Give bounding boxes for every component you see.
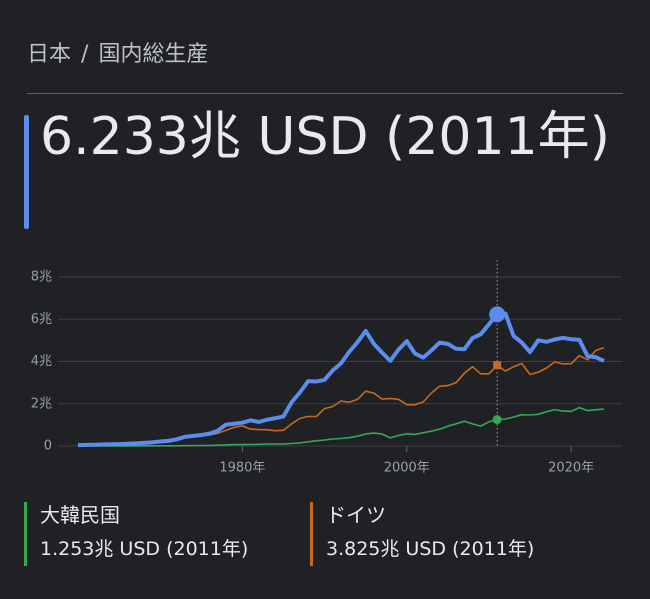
breadcrumb-country[interactable]: 日本 (27, 42, 72, 67)
legend-item[interactable]: ドイツ 3.825兆 USD (2011年) (310, 498, 534, 570)
y-tick-label: 4兆 (31, 354, 52, 369)
highlight-point (489, 306, 506, 323)
headline-accent (24, 115, 29, 229)
legend-name: 大韓民国 (40, 503, 120, 527)
legend-value: 1.253兆 USD (2011年) (40, 538, 249, 560)
y-tick-label: 8兆 (31, 270, 52, 285)
x-tick-label: 1980年 (219, 461, 265, 476)
x-tick-label: 2020年 (548, 461, 594, 476)
x-tick-label: 2000年 (384, 461, 430, 476)
headline: 6.233兆 USD (2011年) (40, 107, 610, 167)
y-tick-label: 0 (44, 439, 52, 454)
breadcrumb-title: 国内総生産 (98, 42, 209, 67)
y-tick-label: 6兆 (31, 312, 52, 327)
legend-swatch (24, 502, 27, 566)
breadcrumb: 日本 / 国内総生産 (27, 36, 218, 68)
divider (27, 93, 623, 94)
legend-swatch (310, 502, 313, 566)
legend-value: 3.825兆 USD (2011年) (326, 538, 535, 560)
legend-item[interactable]: 大韓民国 1.253兆 USD (2011年) (24, 498, 248, 570)
series-line (77, 311, 605, 448)
series-line (160, 346, 605, 443)
highlight-point (493, 361, 502, 370)
highlight-point (492, 415, 502, 425)
breadcrumb-separator: / (81, 42, 89, 67)
legend-name: ドイツ (326, 503, 386, 527)
series-line (77, 406, 605, 447)
y-tick-label: 2兆 (31, 396, 52, 411)
chart: 0 2兆 4兆 6兆 8兆 1980年 2000年 2020年 (31, 260, 622, 476)
